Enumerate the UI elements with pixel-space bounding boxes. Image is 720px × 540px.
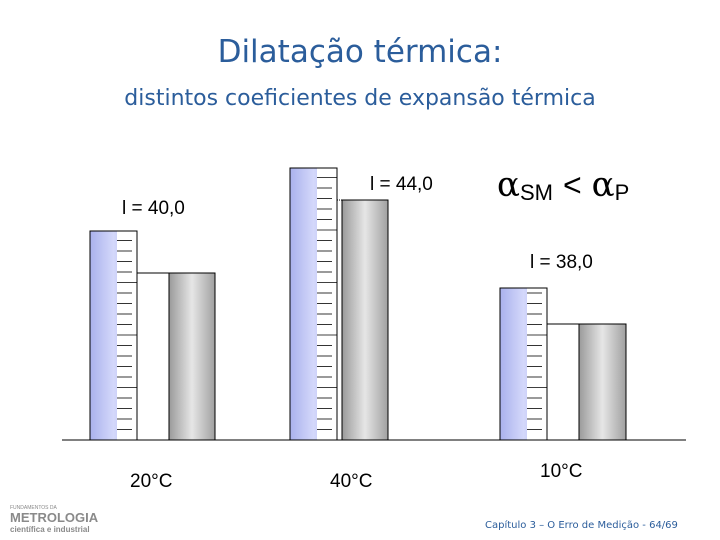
- logo: FUNDAMENTOS DA METROLOGIA científica e i…: [10, 505, 99, 534]
- title: Dilatação térmica:: [218, 34, 503, 70]
- comparison: αSM < αP: [497, 165, 629, 205]
- bar: [578, 323, 627, 441]
- reading-label: l = 44,0: [370, 174, 433, 195]
- subscript: SM: [520, 180, 553, 205]
- bar: [168, 272, 216, 441]
- operator: <: [563, 167, 582, 203]
- temperature-label: 40°C: [330, 471, 372, 492]
- bar: [341, 199, 389, 441]
- temperature-label: 20°C: [130, 471, 172, 492]
- alpha: α: [497, 165, 520, 205]
- alpha: α: [592, 165, 615, 205]
- footer: Capítulo 3 – O Erro de Medição - 64/69: [485, 519, 678, 531]
- reading-label: l = 38,0: [530, 252, 593, 273]
- logo-name: METROLOGIA: [10, 510, 99, 525]
- scale-strip: [527, 288, 547, 440]
- reading-label: l = 40,0: [122, 198, 185, 219]
- subscript: P: [615, 180, 630, 205]
- temperature-label: 10°C: [540, 461, 582, 482]
- scale-strip: [317, 168, 337, 440]
- logo-tagline: científica e industrial: [10, 525, 90, 534]
- subtitle: distintos coeficientes de expansão térmi…: [124, 86, 595, 111]
- logo-top: FUNDAMENTOS DA: [10, 505, 58, 511]
